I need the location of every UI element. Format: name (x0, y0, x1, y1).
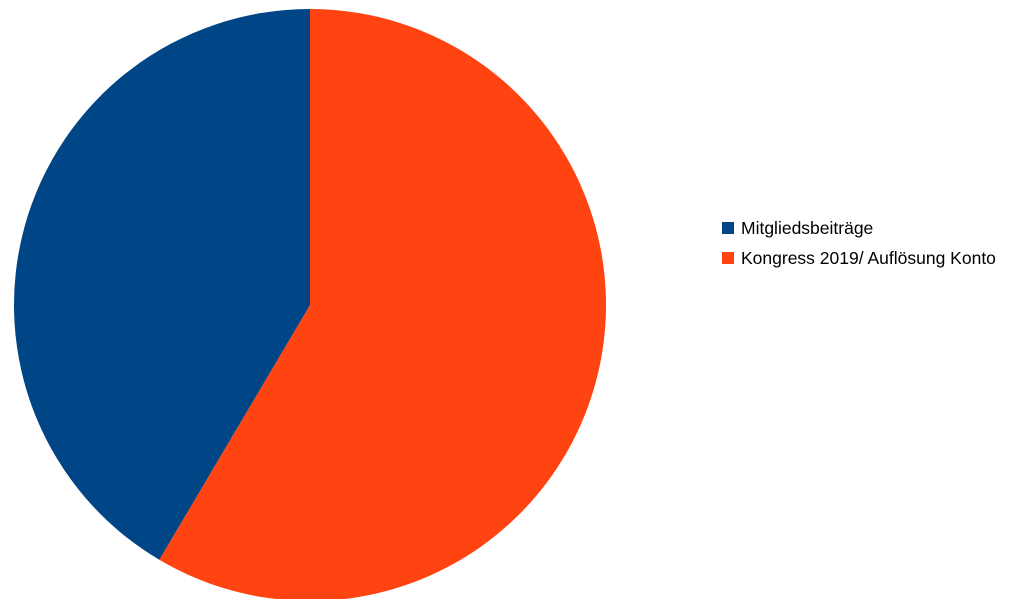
pie-slice-0 (159, 9, 606, 599)
pie-slices (13, 9, 606, 599)
legend-label-mitgliedsbeitraege: Mitgliedsbeiträge (741, 218, 874, 238)
legend-swatch-mitgliedsbeitraege (722, 222, 734, 234)
legend-item-mitgliedsbeitraege: Mitgliedsbeiträge (722, 218, 1017, 239)
legend-swatch-kongress (722, 252, 734, 264)
pie-slice-1 (13, 9, 311, 560)
legend-item-kongress: Kongress 2019/ Auflösung Konto (722, 248, 1017, 269)
chart-legend: Mitgliedsbeiträge Kongress 2019/ Auflösu… (722, 218, 1017, 278)
legend-label-kongress: Kongress 2019/ Auflösung Konto (741, 248, 996, 268)
